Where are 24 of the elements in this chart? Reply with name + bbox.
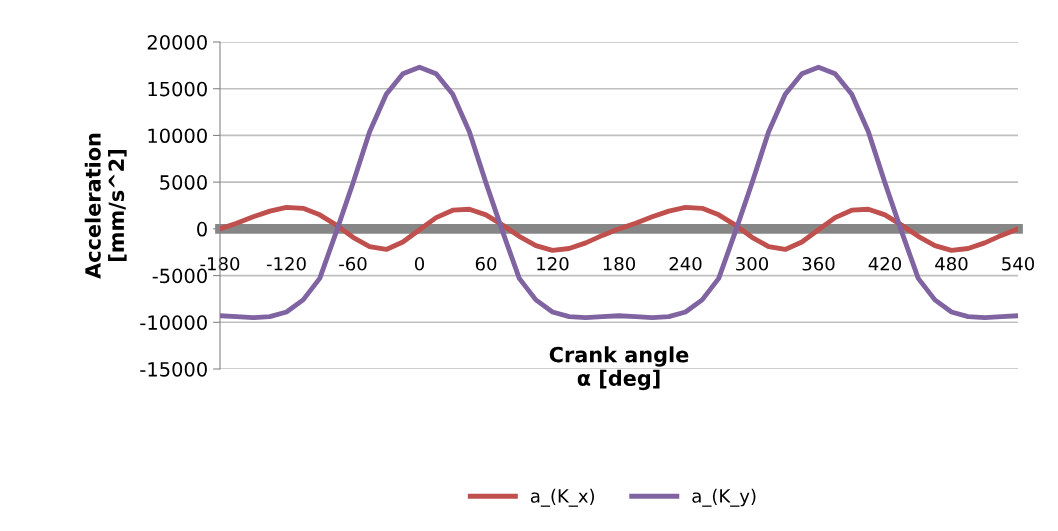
x-tick-label: 480	[935, 256, 968, 271]
y-tick-label: 10000	[148, 128, 207, 144]
x-tick-label: 240	[669, 256, 702, 271]
x-tick-label: -60	[339, 256, 367, 271]
y-tick-label: 0	[197, 221, 207, 237]
x-tick-label: 0	[414, 256, 425, 271]
legend-label: a_(K_x)	[530, 488, 595, 507]
y-tick-label: -10000	[140, 315, 207, 330]
legend-label: a_(K_y)	[692, 488, 756, 507]
y-tick-label: 15000	[148, 81, 207, 97]
x-tick-label: 420	[868, 256, 902, 271]
x-tick-label: 120	[537, 256, 569, 271]
x-tick-label: -120	[266, 256, 306, 271]
line-series	[220, 204, 1018, 253]
x-axis-title: Crank angle α [deg]	[549, 346, 689, 391]
x-tick-label: 360	[802, 256, 835, 271]
y-tick-label: -15000	[140, 361, 207, 377]
y-tick-label: 5000	[160, 175, 207, 190]
y-tick-label: 20000	[147, 34, 207, 50]
y-axis-title: Acceleration [mm/s^2]	[84, 133, 127, 279]
x-tick-label: 540	[1002, 256, 1035, 271]
x-tick-label: 300	[736, 256, 769, 271]
x-tick-label: 60	[475, 256, 497, 271]
x-tick-label: 180	[603, 256, 636, 271]
